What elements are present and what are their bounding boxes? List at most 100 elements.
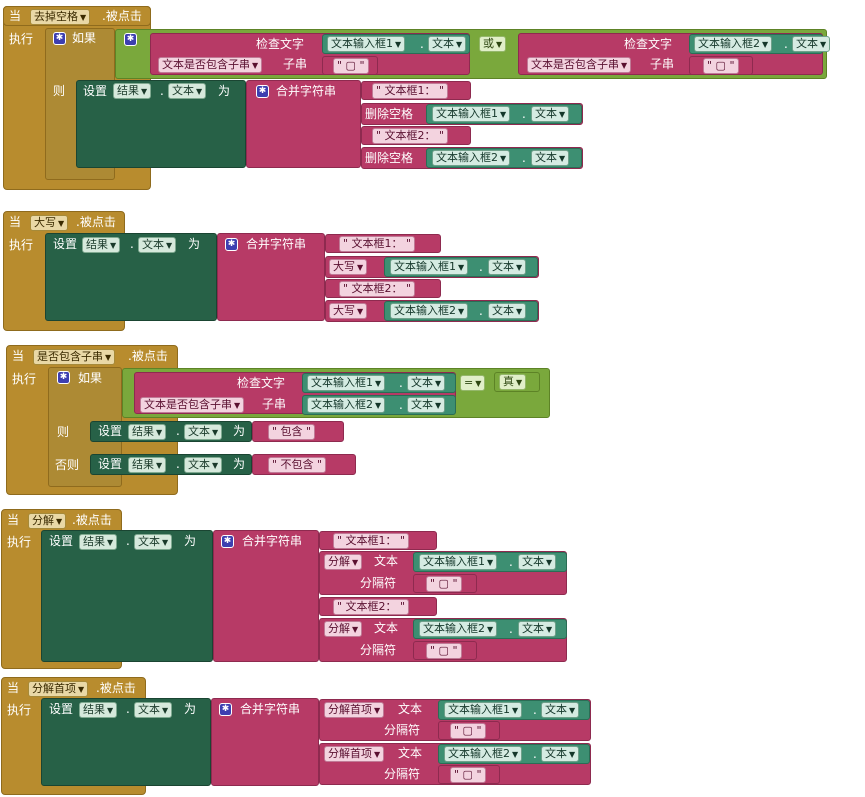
contains-button-dropdown[interactable]: 是否包含子串 ▼ [33,349,116,365]
do-keyword: 执行 [9,32,34,46]
clicked-keyword: .被点击 [76,215,116,229]
split-dropdown[interactable]: 分解 ▼ [324,621,363,637]
component-dropdown-input1[interactable]: 文本输入框1 ▼ [432,106,511,122]
mutator-gear-icon[interactable]: ✱ [124,33,137,46]
delimiter-label: 分隔符 [360,643,397,657]
component-dropdown-input2[interactable]: 文本输入框2 ▼ [390,303,469,319]
string-space-value[interactable]: " ▢ " [426,576,462,592]
string-label1-value[interactable]: " 文本框1： " [333,533,410,549]
property-dropdown-text[interactable]: 文本 ▼ [184,424,223,440]
split-button-dropdown[interactable]: 分解 ▼ [28,513,67,529]
property-dropdown-text[interactable]: 文本 ▼ [518,554,557,570]
mutator-gear-icon[interactable]: ✱ [57,371,70,384]
string-space-value[interactable]: " ▢ " [450,723,486,739]
component-dropdown-result[interactable]: 结果 ▼ [79,534,118,550]
dot-separator: . [176,424,180,438]
property-dropdown-text[interactable]: 文本 ▼ [531,150,570,166]
to-keyword: 为 [233,424,246,438]
true-dropdown[interactable]: 真 ▼ [499,374,527,390]
property-dropdown-text[interactable]: 文本 ▼ [541,746,580,762]
component-dropdown-input1[interactable]: 文本输入框1 ▼ [444,702,523,718]
equals-dropdown[interactable]: = ▼ [460,375,486,391]
property-dropdown-text[interactable]: 文本 ▼ [428,36,467,52]
component-dropdown-input2[interactable]: 文本输入框2 ▼ [419,621,498,637]
set-result-text-block[interactable] [41,698,211,786]
property-dropdown-text[interactable]: 文本 ▼ [134,534,173,550]
if-keyword: 如果 [72,31,97,45]
dot-separator: . [420,37,424,51]
mutator-gear-icon[interactable]: ✱ [256,85,269,98]
split-first-dropdown[interactable]: 分解首项 ▼ [324,746,385,762]
string-label2-value[interactable]: " 文本框2： " [339,281,416,297]
component-dropdown-input1[interactable]: 文本输入框1 ▼ [327,36,406,52]
component-dropdown-input1[interactable]: 文本输入框1 ▼ [390,259,469,275]
property-dropdown-text[interactable]: 文本 ▼ [792,36,831,52]
string-space-value[interactable]: " ▢ " [426,643,462,659]
clicked-keyword: .被点击 [72,513,112,527]
component-dropdown-result[interactable]: 结果 ▼ [128,424,167,440]
upcase-dropdown[interactable]: 大写 ▼ [329,303,368,319]
contains-mode-dropdown[interactable]: 文本是否包含子串 ▼ [140,397,245,413]
mutator-gear-icon[interactable]: ✱ [53,32,66,45]
upcase-dropdown[interactable]: 大写 ▼ [329,259,368,275]
dot-separator: . [509,555,513,569]
property-dropdown-text[interactable]: 文本 ▼ [407,375,446,391]
or-dropdown[interactable]: 或 ▼ [479,36,507,52]
mutator-gear-icon[interactable]: ✱ [221,535,234,548]
string-contains-yes-value[interactable]: " 包含 " [268,424,316,440]
set-keyword: 设置 [98,457,123,471]
string-contains-no-value[interactable]: " 不包含 " [268,457,327,473]
component-dropdown-input2[interactable]: 文本输入框2 ▼ [432,150,511,166]
string-label1-value[interactable]: " 文本框1： " [339,236,416,252]
split-first-dropdown[interactable]: 分解首项 ▼ [324,702,385,718]
component-dropdown-result[interactable]: 结果 ▼ [128,457,167,473]
property-dropdown-text[interactable]: 文本 ▼ [407,397,446,413]
set-keyword: 设置 [49,534,74,548]
property-dropdown-text[interactable]: 文本 ▼ [488,259,527,275]
dot-separator: . [533,703,537,717]
set-keyword: 设置 [49,702,74,716]
upcase-button-dropdown[interactable]: 大写 ▼ [30,215,69,231]
string-space-value[interactable]: " ▢ " [703,58,739,74]
split-dropdown[interactable]: 分解 ▼ [324,554,363,570]
component-dropdown-input2[interactable]: 文本输入框2 ▼ [444,746,523,762]
component-dropdown-input2[interactable]: 文本输入框2 ▼ [694,36,773,52]
set-result-text-block[interactable] [41,530,213,662]
string-label2-value[interactable]: " 文本框2： " [372,128,449,144]
property-dropdown-text[interactable]: 文本 ▼ [488,303,527,319]
component-dropdown-result[interactable]: 结果 ▼ [113,83,152,99]
string-space-value[interactable]: " ▢ " [450,767,486,783]
when-keyword: 当 [12,349,25,363]
dot-separator: . [479,260,483,274]
contains-mode-dropdown[interactable]: 文本是否包含子串 ▼ [527,57,632,73]
component-dropdown-input1[interactable]: 文本输入框1 ▼ [307,375,386,391]
property-dropdown-text[interactable]: 文本 ▼ [168,83,207,99]
mutator-gear-icon[interactable]: ✱ [219,703,232,716]
join-block[interactable] [213,530,319,662]
contains-mode-dropdown[interactable]: 文本是否包含子串 ▼ [158,57,263,73]
property-dropdown-text[interactable]: 文本 ▼ [184,457,223,473]
set-result-text-block[interactable] [45,233,217,321]
do-keyword: 执行 [12,372,37,386]
component-dropdown-result[interactable]: 结果 ▼ [79,702,118,718]
dot-separator: . [130,237,134,251]
property-dropdown-text[interactable]: 文本 ▼ [541,702,580,718]
component-dropdown-input1[interactable]: 文本输入框1 ▼ [419,554,498,570]
string-label1-value[interactable]: " 文本框1： " [372,83,449,99]
mutator-gear-icon[interactable]: ✱ [225,238,238,251]
property-dropdown-text[interactable]: 文本 ▼ [134,702,173,718]
string-space-value[interactable]: " ▢ " [333,58,369,74]
set-result-text-block[interactable] [76,80,246,168]
property-dropdown-text[interactable]: 文本 ▼ [518,621,557,637]
split-first-button-dropdown[interactable]: 分解首项 ▼ [28,681,89,697]
component-dropdown-input2[interactable]: 文本输入框2 ▼ [307,397,386,413]
property-dropdown-text[interactable]: 文本 ▼ [138,237,177,253]
join-label: 合并字符串 [240,702,301,716]
component-dropdown-result[interactable]: 结果 ▼ [82,237,121,253]
trim-button-dropdown[interactable]: 去掉空格 ▼ [30,9,91,25]
dot-separator: . [126,702,130,716]
to-keyword: 为 [184,702,197,716]
when-keyword: 当 [9,215,22,229]
string-label2-value[interactable]: " 文本框2： " [333,599,410,615]
property-dropdown-text[interactable]: 文本 ▼ [531,106,570,122]
